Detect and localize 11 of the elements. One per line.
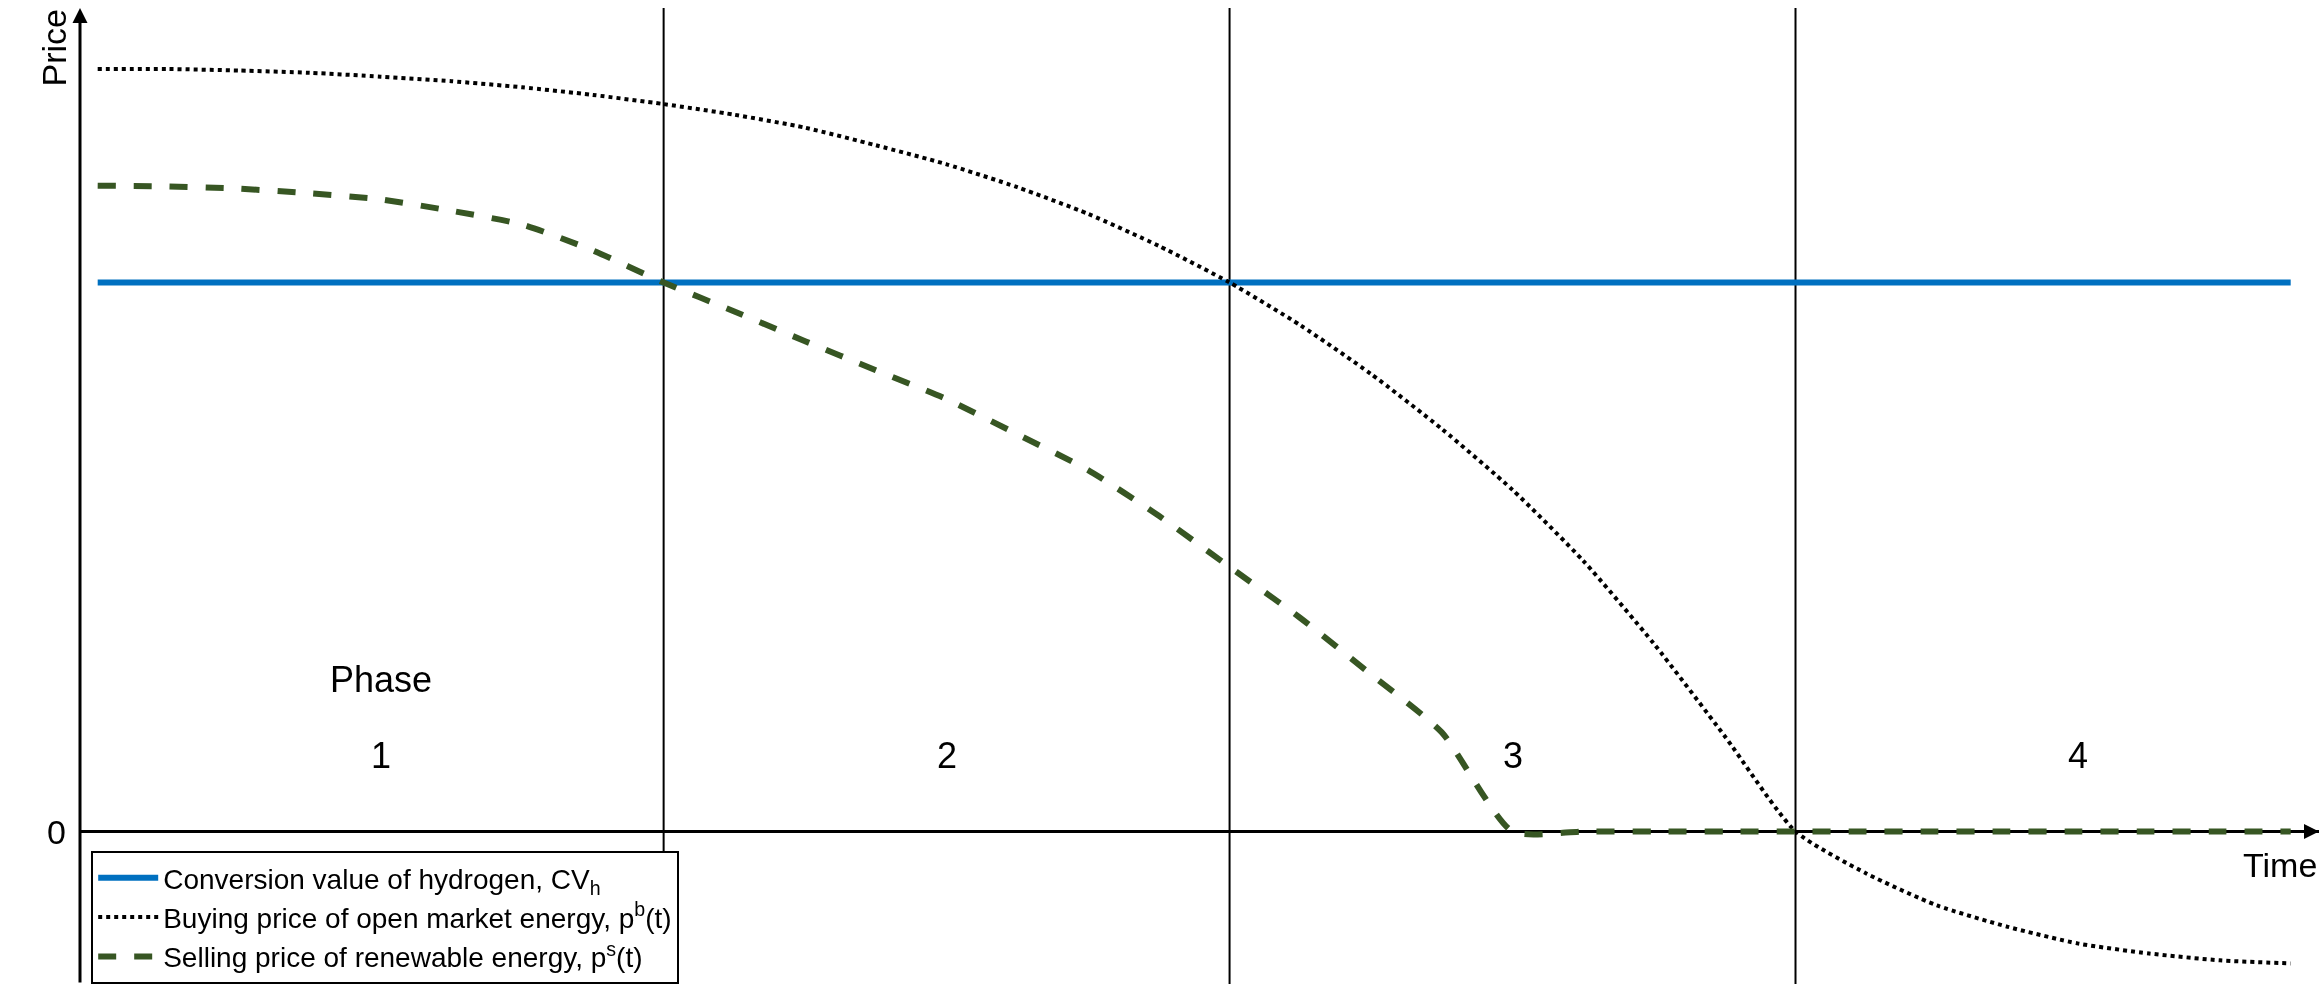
- legend-label: Conversion value of hydrogen, CV$_{h}$: [163, 863, 601, 899]
- annotation: Phase: [330, 659, 433, 700]
- annotation: 1: [371, 735, 392, 776]
- legend-label: Buying price of open market energy, p$^{b}$(t): [163, 898, 672, 935]
- x-axis-title: Time: [2243, 846, 2318, 884]
- annotation: 2: [937, 735, 958, 776]
- y-axis-title: Price: [34, 9, 73, 87]
- legend-label: Selling price of renewable energy, p$^{s}$(t): [163, 937, 643, 974]
- text: 0: [47, 813, 66, 851]
- annotation: 3: [1503, 735, 1524, 776]
- annotation: 4: [2068, 735, 2089, 776]
